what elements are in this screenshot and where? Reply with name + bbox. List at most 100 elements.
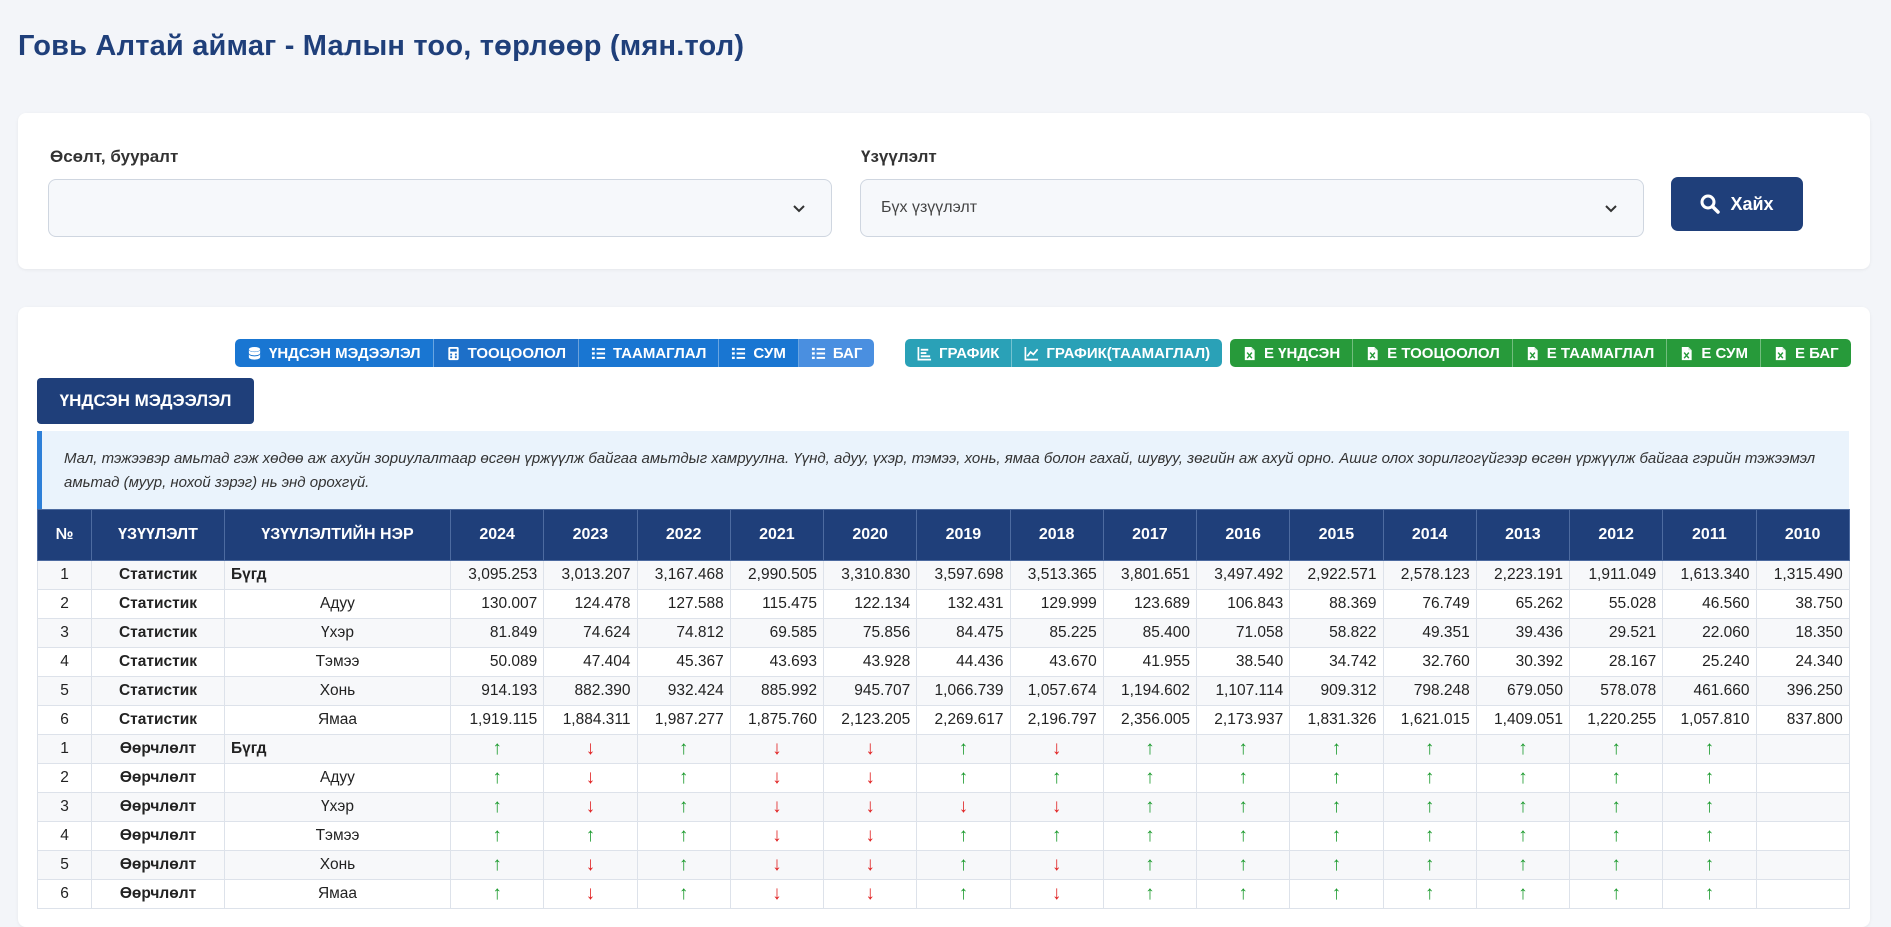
indicator-type-cell: Өөрчлөлт (91, 792, 225, 822)
arrow-up-icon: ↑ (678, 854, 689, 875)
value-cell: 461.660 (1662, 676, 1757, 706)
arrow-up-icon: ↑ (1424, 796, 1435, 817)
arrow-down-icon: ↓ (865, 825, 875, 846)
value-cell: 1,884.311 (543, 705, 638, 735)
value-cell: 81.849 (449, 618, 545, 648)
column-header: 2023 (543, 509, 638, 561)
value-cell: 2,196.797 (1009, 705, 1104, 735)
value-cell: 3,597.698 (916, 560, 1011, 590)
arrow-up-icon: ↑ (585, 825, 596, 846)
value-cell: 1,409.051 (1475, 705, 1571, 735)
arrow-down-icon: ↓ (772, 883, 782, 904)
toolbar-button-label: ТААМАГЛАЛ (612, 344, 707, 362)
value-cell: 1,621.015 (1382, 705, 1477, 735)
value-cell: 3,095.253 (449, 560, 545, 590)
arrow-up-icon: ↑ (1704, 854, 1715, 875)
change-cell: ↑ (1475, 792, 1571, 822)
change-cell: ↑ (1289, 850, 1384, 880)
arrow-up-icon: ↑ (1611, 767, 1621, 788)
arrow-up-icon: ↑ (958, 767, 969, 788)
value-cell: 2,990.505 (729, 560, 825, 590)
arrow-up-icon: ↑ (1145, 796, 1155, 817)
line-chart-icon (1024, 346, 1039, 361)
value-cell: 2,223.191 (1475, 560, 1571, 590)
change-cell: ↑ (1662, 763, 1757, 793)
column-header: ҮЗҮҮЛЭЛТ (91, 509, 225, 561)
toolbar-blue-button-4[interactable]: БАГ (798, 339, 875, 367)
toolbar-blue-button-3[interactable]: СУМ (719, 339, 799, 367)
value-cell: 932.424 (636, 676, 731, 706)
chevron-down-icon (793, 205, 805, 213)
change-cell: ↑ (1382, 763, 1477, 793)
change-cell: ↑ (916, 821, 1011, 851)
table-row: 5 Статистик Хонь 914.193 882.390 932.424 885.9… (37, 676, 1850, 706)
indicator-type-cell: Статистик (91, 647, 225, 677)
toolbar-green-button-0[interactable]: Е ҮНДСЭН (1230, 339, 1354, 367)
change-cell: ↑ (1662, 879, 1757, 909)
growth-select[interactable] (48, 179, 832, 237)
indicator-name-cell: Ямаа (224, 879, 451, 909)
column-header: 2013 (1475, 509, 1571, 561)
value-cell: 129.999 (1009, 589, 1104, 619)
value-cell: 65.262 (1475, 589, 1571, 619)
indicator-name-cell: Хонь (224, 850, 451, 880)
value-cell: 44.436 (916, 647, 1011, 677)
toolbar-green-button-4[interactable]: Е БАГ (1760, 339, 1851, 367)
value-cell: 115.475 (729, 589, 825, 619)
change-cell: ↑ (636, 734, 731, 764)
change-cell: ↑ (1568, 821, 1664, 851)
toolbar-blue-button-0[interactable]: ҮНДСЭН МЭДЭЭЛЭЛ (235, 339, 434, 367)
change-cell: ↑ (1475, 734, 1571, 764)
value-cell: 38.540 (1195, 647, 1291, 677)
arrow-up-icon: ↑ (1331, 796, 1342, 817)
toolbar-button-label: ГРАФИК (939, 344, 1000, 362)
arrow-down-icon: ↓ (958, 796, 969, 817)
value-cell: 84.475 (916, 618, 1011, 648)
toolbar-green-button-3[interactable]: Е СУМ (1667, 339, 1761, 367)
excel-icon (1242, 346, 1257, 361)
arrow-up-icon: ↑ (1424, 767, 1435, 788)
change-cell: ↑ (916, 879, 1011, 909)
value-cell: 39.436 (1475, 618, 1571, 648)
indicator-select[interactable]: Бүх үзүүлэлт (860, 179, 1644, 237)
column-header: 2024 (449, 509, 545, 561)
value-cell: 106.843 (1195, 589, 1291, 619)
column-header: 2010 (1755, 509, 1850, 561)
toolbar-blue-button-1[interactable]: ТООЦООЛОЛ (433, 339, 579, 367)
table-row: 3 Өөрчлөлт Үхэр ↑ ↓ ↑ ↓ ↓ ↓ ↓ ↑ ↑ ↑ ↑ ↑ ↑ ↑ (37, 792, 1850, 822)
list-icon (811, 346, 826, 361)
change-cell (1755, 821, 1850, 851)
arrow-up-icon: ↑ (1331, 854, 1342, 875)
value-cell: 1,057.674 (1009, 676, 1104, 706)
toolbar-teal-button-0[interactable]: ГРАФИК (905, 339, 1013, 367)
value-cell: 28.167 (1568, 647, 1664, 677)
change-cell: ↑ (449, 850, 545, 880)
value-cell: 38.750 (1755, 589, 1850, 619)
toolbar-blue-button-2[interactable]: ТААМАГЛАЛ (578, 339, 720, 367)
change-cell: ↑ (449, 763, 545, 793)
toolbar-teal-button-1[interactable]: ГРАФИК(ТААМАГЛАЛ) (1012, 339, 1223, 367)
arrow-up-icon: ↑ (492, 796, 502, 817)
table-row: 5 Өөрчлөлт Хонь ↑ ↓ ↑ ↓ ↓ ↑ ↓ ↑ ↑ ↑ ↑ ↑ ↑ ↑ (37, 850, 1850, 880)
arrow-up-icon: ↑ (1518, 738, 1528, 759)
arrow-up-icon: ↑ (1331, 738, 1342, 759)
change-cell: ↓ (543, 792, 638, 822)
value-cell: 76.749 (1382, 589, 1477, 619)
toolbar-button-label: ҮНДСЭН МЭДЭЭЛЭЛ (269, 344, 421, 362)
toolbar-green-button-1[interactable]: Е ТООЦООЛОЛ (1353, 339, 1513, 367)
change-cell: ↓ (543, 763, 638, 793)
bar-chart-icon (917, 346, 932, 361)
change-cell: ↑ (1475, 821, 1571, 851)
change-cell: ↑ (1662, 821, 1757, 851)
page-title: Говь Алтай аймаг - Малын тоо, төрлөөр (м… (18, 30, 745, 62)
value-cell: 882.390 (543, 676, 638, 706)
search-icon (1700, 194, 1721, 214)
value-cell: 69.585 (729, 618, 825, 648)
arrow-up-icon: ↑ (1238, 883, 1248, 904)
search-button[interactable]: Хайх (1671, 177, 1803, 231)
indicator-type-cell: Өөрчлөлт (91, 850, 225, 880)
arrow-up-icon: ↑ (1145, 825, 1155, 846)
indicator-type-cell: Өөрчлөлт (91, 734, 225, 764)
toolbar-green-button-2[interactable]: Е ТААМАГЛАЛ (1512, 339, 1668, 367)
toolbar-button-label: БАГ (832, 344, 863, 362)
